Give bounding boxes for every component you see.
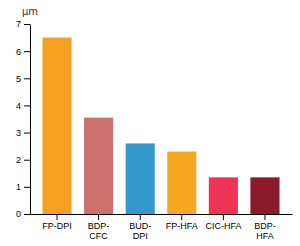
x-tick-mark — [57, 214, 58, 220]
x-tick-label-line: BUD- — [129, 221, 151, 231]
y-tick-label: 0 — [16, 209, 21, 219]
x-tick: FP-DPI — [42, 214, 72, 231]
x-tick-label: FP-HFA — [166, 221, 198, 231]
x-tick-label: FP-DPI — [42, 221, 72, 231]
bar — [126, 143, 155, 214]
y-tick-mark — [24, 133, 30, 134]
x-tick-label: BUD-DPI — [129, 221, 151, 241]
bar — [167, 152, 196, 214]
bar — [84, 118, 113, 214]
y-tick-label: 7 — [16, 19, 21, 29]
x-tick-label-line: FP-DPI — [42, 221, 72, 231]
x-tick-label: BDP-CFC — [88, 221, 110, 241]
y-tick: 3 — [16, 128, 30, 138]
bars — [42, 38, 279, 214]
x-tick-mark — [264, 214, 265, 220]
x-axis: FP-DPIBDP-CFCBUD-DPIFP-HFACIC-HFABDP-HFA — [31, 214, 293, 241]
y-axis-line — [30, 25, 31, 215]
y-tick-mark — [24, 160, 30, 161]
x-tick-label: BDP-HFA — [254, 221, 276, 241]
y-tick-mark — [24, 24, 30, 25]
x-tick: BDP-HFA — [254, 214, 276, 241]
bar — [209, 177, 238, 214]
y-tick-mark — [24, 78, 30, 79]
x-tick-mark — [98, 214, 99, 220]
x-tick-label: CIC-HFA — [205, 221, 241, 231]
x-tick-mark — [223, 214, 224, 220]
y-tick-mark — [24, 214, 30, 215]
y-tick: 6 — [16, 47, 30, 57]
x-tick-label-line: HFA — [256, 231, 274, 241]
y-axis-label: μm — [22, 6, 38, 17]
x-axis-line — [31, 214, 293, 215]
y-tick-label: 5 — [16, 74, 21, 84]
y-tick-label: 3 — [16, 128, 21, 138]
y-tick-label: 6 — [16, 47, 21, 57]
y-tick: 1 — [16, 182, 30, 192]
y-axis: 0 1 2 3 4 5 6 7 — [16, 19, 31, 219]
bar — [42, 38, 71, 214]
y-tick-label: 4 — [16, 101, 21, 111]
y-tick: 7 — [16, 19, 30, 29]
chart-svg: FP-DPIBDP-CFCBUD-DPIFP-HFACIC-HFABDP-HFA… — [0, 0, 300, 246]
y-tick-mark — [24, 187, 30, 188]
y-tick: 2 — [16, 155, 30, 165]
x-tick-label-line: BDP- — [88, 221, 110, 231]
x-tick-mark — [140, 214, 141, 220]
x-tick-label-line: CIC-HFA — [205, 221, 241, 231]
x-tick-label-line: FP-HFA — [166, 221, 198, 231]
y-tick-label: 1 — [16, 182, 21, 192]
bar — [250, 177, 279, 214]
y-tick: 4 — [16, 101, 30, 111]
y-tick: 0 — [16, 209, 30, 219]
x-tick-label-line: BDP- — [254, 221, 276, 231]
x-tick-mark — [181, 214, 182, 220]
x-tick: BDP-CFC — [88, 214, 110, 241]
x-tick: FP-HFA — [166, 214, 198, 231]
x-tick: CIC-HFA — [205, 214, 241, 231]
chart-container: FP-DPIBDP-CFCBUD-DPIFP-HFACIC-HFABDP-HFA… — [0, 0, 300, 246]
x-tick-label-line: CFC — [89, 231, 108, 241]
x-tick: BUD-DPI — [129, 214, 151, 241]
y-tick-label: 2 — [16, 155, 21, 165]
y-tick-mark — [24, 51, 30, 52]
x-tick-label-line: DPI — [133, 231, 148, 241]
y-tick-mark — [24, 105, 30, 106]
y-tick: 5 — [16, 74, 30, 84]
